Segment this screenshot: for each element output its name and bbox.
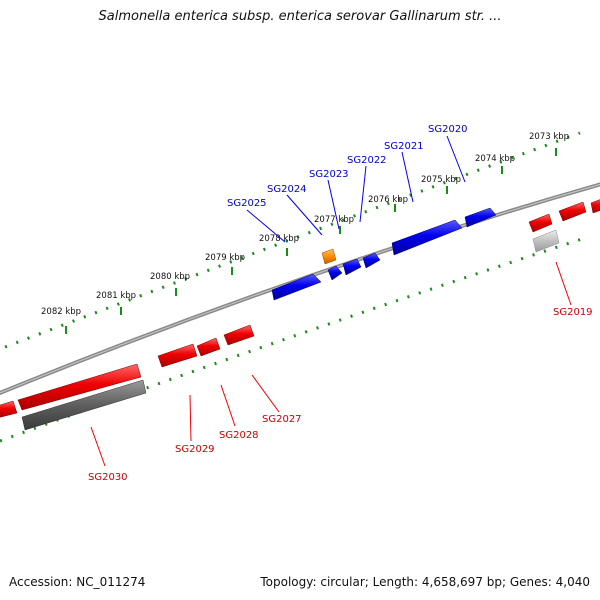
scale-label: 2073 kbp — [529, 132, 569, 142]
gene-feature-reverse[interactable] — [590, 198, 600, 214]
gene-label-reverse[interactable]: SG2027 — [262, 414, 302, 425]
gene-feature-reverse[interactable] — [223, 324, 255, 346]
gene-feature-forward[interactable] — [342, 258, 362, 276]
forward-genes — [271, 207, 497, 301]
map-title: Salmonella enterica subsp. enterica sero… — [98, 9, 502, 24]
scale-major-ticks — [65, 148, 557, 334]
gene-feature-reverse[interactable] — [17, 363, 142, 411]
gene-label-reverse[interactable]: SG2028 — [219, 430, 259, 441]
scale-label: 2078 kbp — [259, 234, 299, 244]
gene-label-forward[interactable]: SG2025 — [227, 198, 267, 209]
gene-feature-reverse[interactable] — [528, 213, 553, 233]
gene-label-reverse[interactable]: SG2029 — [175, 444, 215, 455]
scale-label: 2082 kbp — [41, 307, 81, 317]
gene-feature-reverse[interactable] — [157, 343, 198, 368]
scale-label: 2075 kbp — [421, 175, 461, 185]
accession-label: Accession: NC_011274 — [9, 575, 146, 589]
scale-label: 2079 kbp — [205, 253, 245, 263]
gene-feature-forward[interactable] — [327, 265, 343, 281]
gene-feature-reverse[interactable] — [558, 201, 587, 222]
gene-label-forward[interactable]: SG2022 — [347, 155, 387, 166]
gene-feature-forward[interactable] — [391, 219, 463, 256]
genome-summary: Topology: circular; Length: 4,658,697 bp… — [260, 575, 590, 589]
gene-label-forward[interactable]: SG2020 — [428, 124, 468, 135]
outer-scale-ruler — [4, 131, 581, 349]
gene-feature-forward[interactable] — [464, 207, 497, 228]
scale-label: 2074 kbp — [475, 154, 515, 164]
gene-label-forward[interactable]: SG2021 — [384, 141, 424, 152]
gene-feature-reverse[interactable] — [0, 400, 18, 418]
gene-feature-special[interactable] — [321, 248, 337, 265]
gene-label-reverse[interactable]: SG2030 — [88, 472, 128, 483]
forward-callouts — [246, 135, 466, 243]
gene-feature-pseudo[interactable] — [21, 379, 147, 431]
reverse-genes — [0, 198, 600, 418]
scale-label: 2076 kbp — [368, 195, 408, 205]
gene-feature-forward[interactable] — [362, 252, 381, 269]
gene-feature-forward[interactable] — [271, 273, 322, 301]
gene-label-forward[interactable]: SG2024 — [267, 184, 307, 195]
scale-label: 2080 kbp — [150, 272, 190, 282]
scale-label: 2081 kbp — [96, 291, 136, 301]
gene-feature-reverse[interactable] — [196, 337, 221, 357]
gene-feature-pseudo[interactable] — [532, 229, 560, 253]
reverse-callouts — [90, 261, 572, 467]
gene-label-reverse[interactable]: SG2019 — [553, 307, 593, 318]
scale-label: 2077 kbp — [314, 215, 354, 225]
gene-label-forward[interactable]: SG2023 — [309, 169, 349, 180]
